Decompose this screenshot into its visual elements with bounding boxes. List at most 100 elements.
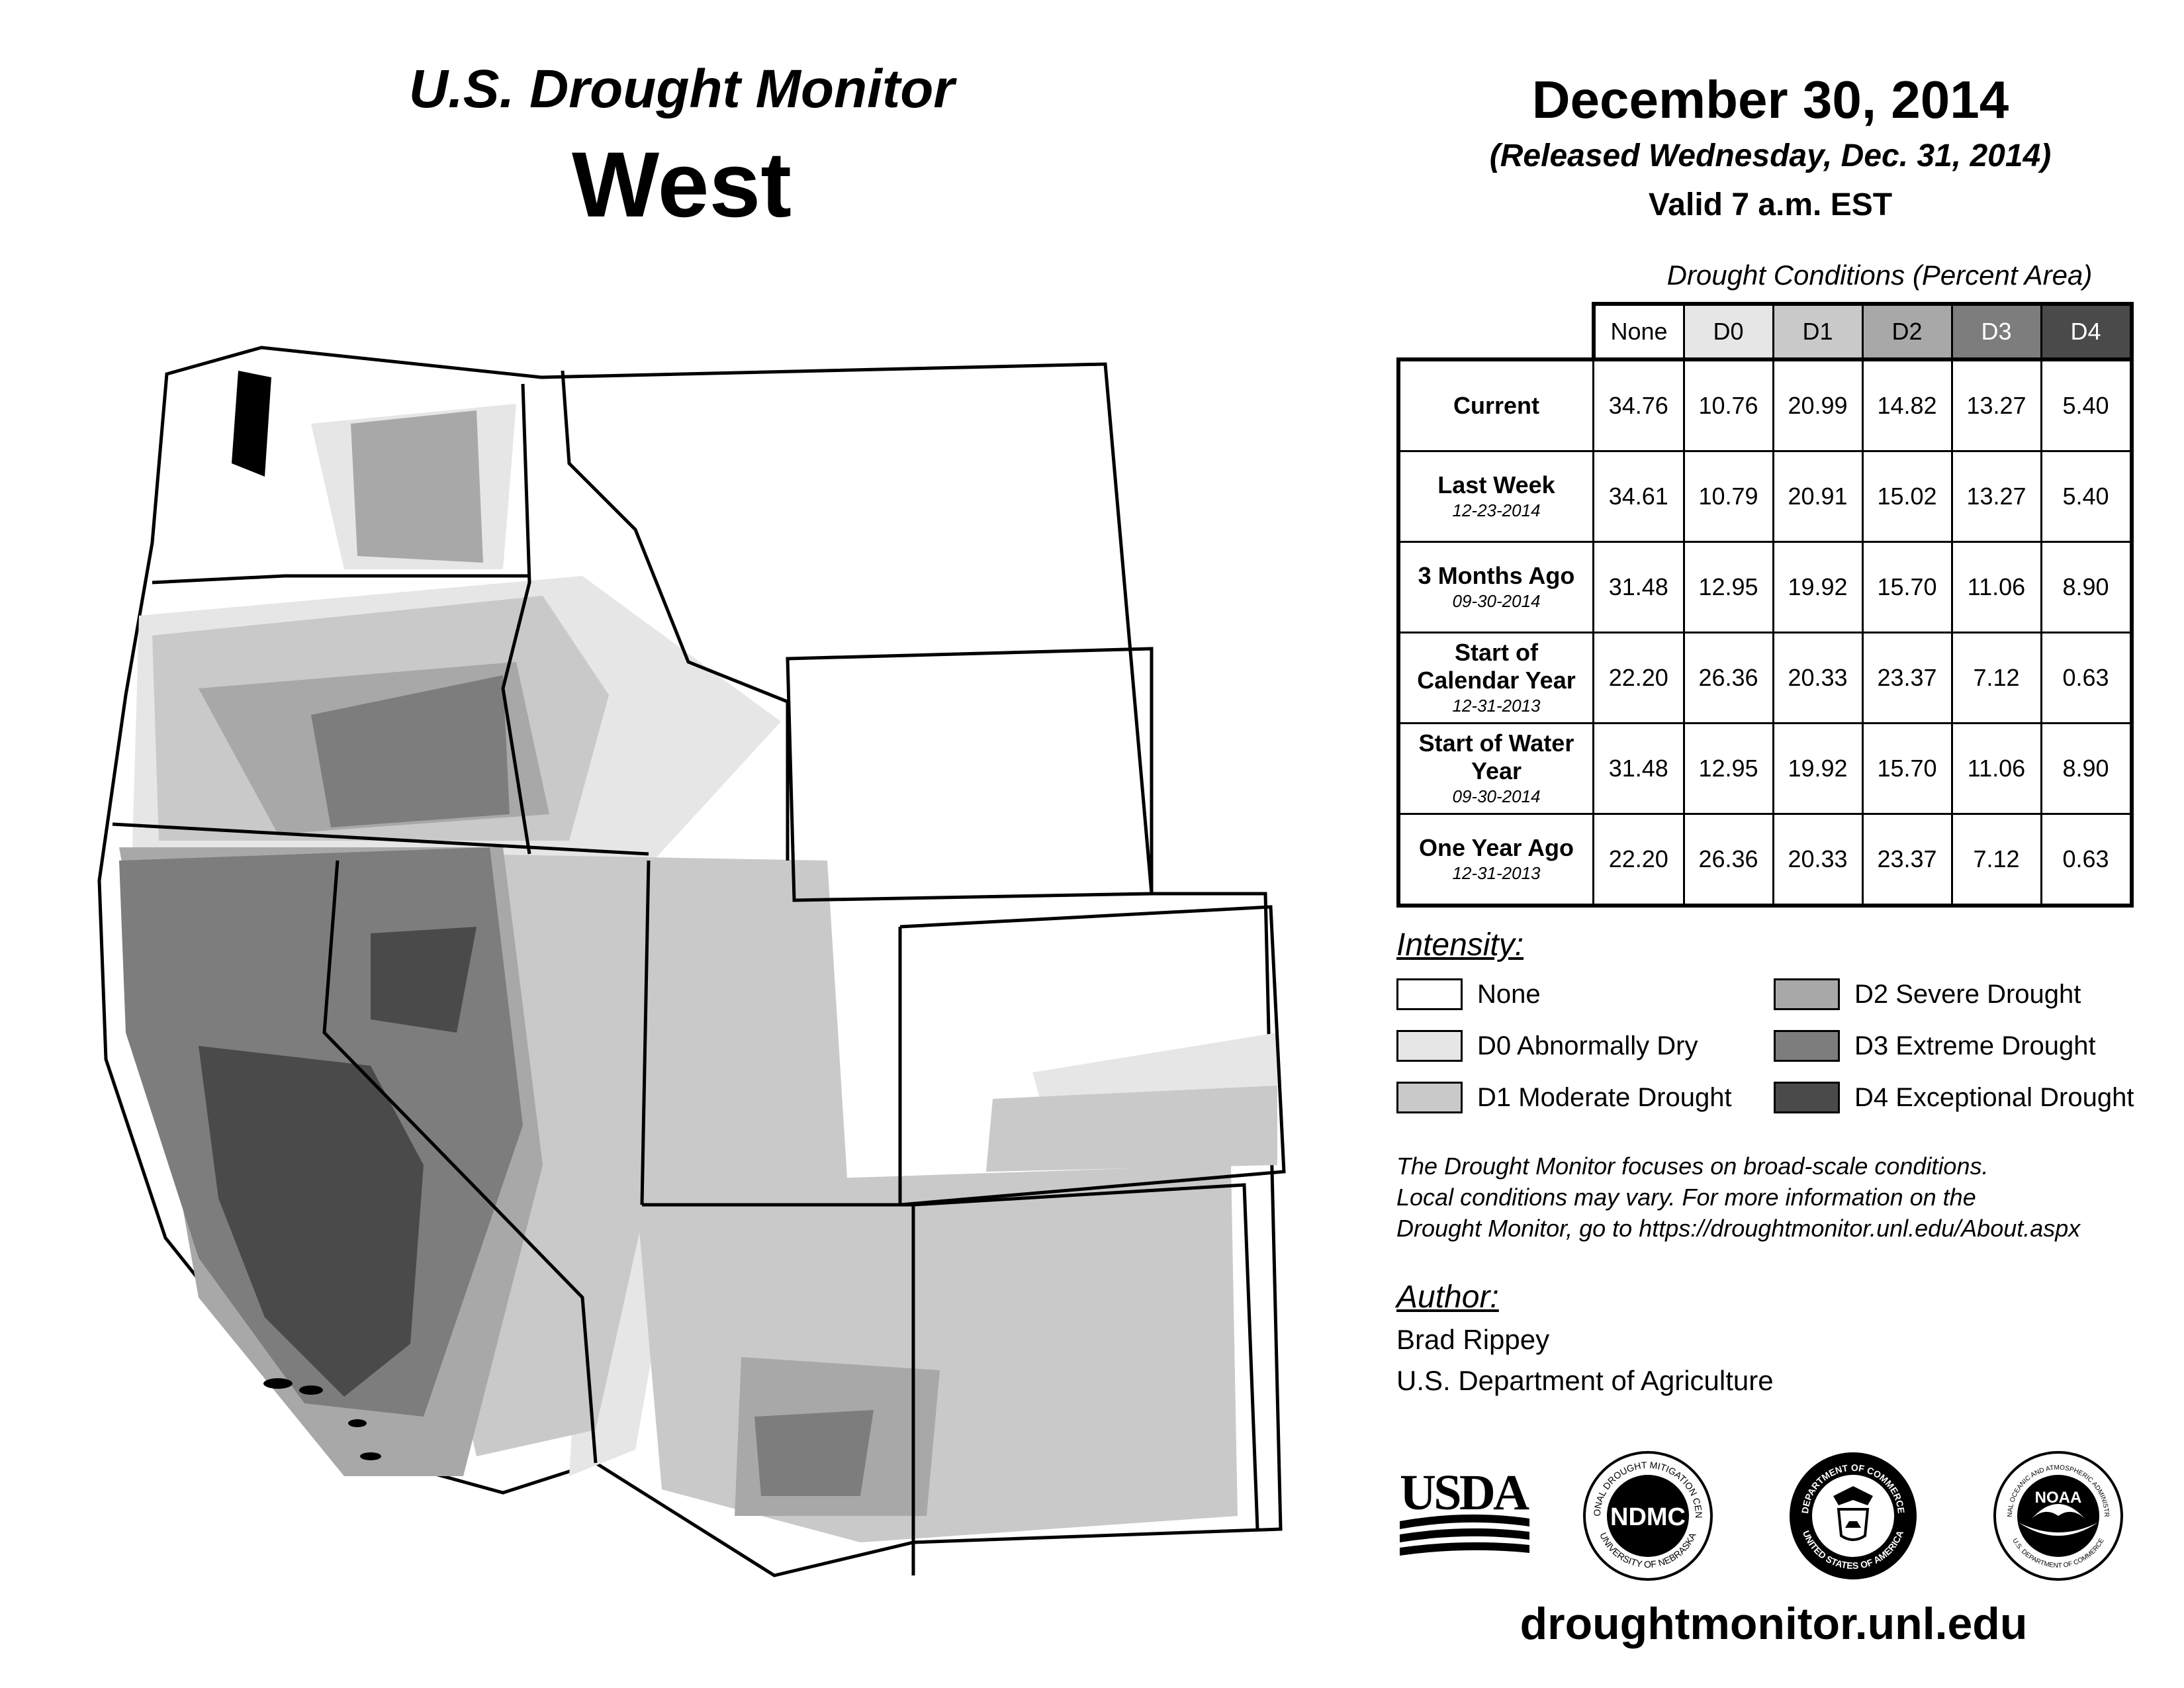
ndmc-logo-text: NDMC — [1610, 1503, 1686, 1531]
channel-island-4 — [360, 1452, 381, 1460]
usda-logo: USDA — [1400, 1465, 1529, 1556]
d1-nevada-utah — [424, 854, 847, 1456]
note-line: Drought Monitor, go to https://droughtmo… — [1396, 1215, 2081, 1242]
usda-logo-text: USDA — [1400, 1465, 1529, 1521]
cell-d2: 15.70 — [1861, 541, 1953, 633]
legend-swatch — [1774, 978, 1840, 1010]
legend-label: None — [1477, 979, 1541, 1009]
cell-d3: 7.12 — [1950, 813, 2042, 908]
eagle-icon — [1833, 1486, 1873, 1505]
cell-d2: 15.70 — [1861, 722, 1953, 815]
note-line: The Drought Monitor focuses on broad-sca… — [1396, 1152, 1989, 1180]
legend-swatch — [1774, 1030, 1840, 1062]
cell-none: 34.61 — [1592, 450, 1685, 543]
channel-island-1 — [263, 1378, 293, 1389]
cell-d4: 8.90 — [2040, 541, 2134, 633]
cell-d0: 26.36 — [1682, 813, 1774, 908]
border-wy — [786, 647, 1154, 902]
usda-stripe-3 — [1400, 1542, 1529, 1556]
col-d1: D1 — [1772, 302, 1864, 361]
cell-d3: 13.27 — [1950, 357, 2042, 452]
valid-time: Valid 7 a.m. EST — [1648, 187, 1893, 222]
legend-item-d1: D1 Moderate Drought — [1396, 1082, 1732, 1113]
row-label: Last Week 12-23-2014 — [1396, 450, 1594, 543]
cell-d3: 11.06 — [1950, 541, 2042, 633]
cell-d4: 5.40 — [2040, 357, 2134, 452]
cell-d2: 23.37 — [1861, 813, 1953, 908]
cell-none: 22.20 — [1592, 813, 1685, 908]
border-id-east — [561, 370, 790, 861]
cell-d2: 14.82 — [1861, 357, 1953, 452]
legend-swatch — [1396, 1082, 1463, 1113]
cell-d2: 23.37 — [1861, 632, 1953, 724]
row-label: 3 Months Ago 09-30-2014 — [1396, 541, 1594, 633]
border-nv-ut — [640, 860, 651, 1205]
legend-item-d3: D3 Extreme Drought — [1774, 1030, 2096, 1062]
legend-swatch — [1396, 978, 1463, 1010]
state-borders — [112, 370, 1286, 1575]
table-row: Start of Water Year 09-30-2014 31.48 12.9… — [1396, 722, 2134, 815]
noaa-bird-icon — [2032, 1504, 2085, 1519]
cell-d2: 15.02 — [1861, 450, 1953, 543]
cell-d1: 20.33 — [1772, 632, 1864, 724]
row-label: Start of Water Year 09-30-2014 — [1396, 722, 1594, 815]
border-id-west — [501, 383, 531, 855]
table-row: Last Week 12-23-2014 34.61 10.79 20.91 15… — [1396, 450, 2134, 543]
cell-d1: 19.92 — [1772, 722, 1864, 815]
table-corner — [1398, 304, 1594, 361]
cell-d1: 20.33 — [1772, 813, 1864, 908]
legend-item-none: None — [1396, 978, 1541, 1010]
cell-d0: 10.76 — [1682, 357, 1774, 452]
d2-washington — [351, 410, 483, 563]
legend-swatch — [1774, 1082, 1840, 1113]
legend-heading: Intensity: — [1396, 927, 1524, 962]
table-caption: Drought Conditions (Percent Area) — [1666, 259, 2093, 291]
legend-swatch — [1396, 1030, 1463, 1062]
cell-none: 31.48 — [1592, 722, 1685, 815]
noaa-logo: NATIONAL OCEANIC AND ATMOSPHERIC ADMINIS… — [1992, 1450, 2123, 1581]
cell-d0: 10.79 — [1682, 450, 1774, 543]
channel-island-3 — [348, 1419, 367, 1427]
legend-item-d4: D4 Exceptional Drought — [1774, 1082, 2134, 1113]
d1-southwest — [635, 1165, 1238, 1542]
cell-d1: 20.99 — [1772, 357, 1864, 452]
d3-arizona — [754, 1410, 874, 1496]
cell-d1: 20.91 — [1772, 450, 1864, 543]
footer-url[interactable]: droughtmonitor.unl.edu — [1520, 1599, 2028, 1649]
shield-icon — [1837, 1508, 1870, 1541]
col-d3: D3 — [1950, 302, 2042, 361]
row-label: One Year Ago 12-31-2013 — [1396, 813, 1594, 908]
noaa-logo-text: NOAA — [2035, 1489, 2082, 1507]
cell-d4: 0.63 — [2040, 632, 2134, 724]
table-header-row: None D0 D1 D2 D3 D4 — [1398, 302, 2134, 361]
map-title: U.S. Drought Monitor — [408, 59, 955, 119]
cell-d3: 7.12 — [1950, 632, 2042, 724]
border-or-ca-nv — [112, 822, 649, 856]
d4-areas — [199, 927, 477, 1397]
legend-item-d0: D0 Abnormally Dry — [1396, 1030, 1698, 1062]
drought-stats-table: None D0 D1 D2 D3 D4 Current 34.76 10.76 … — [1396, 302, 2134, 908]
usda-stripe-1 — [1400, 1514, 1529, 1529]
cell-d3: 13.27 — [1950, 450, 2042, 543]
d3-oregon — [311, 675, 510, 827]
table-row: Start of Calendar Year 12-31-2013 22.20 2… — [1396, 632, 2134, 724]
border-ca-nv — [322, 860, 598, 1464]
row-label: Start of Calendar Year 12-31-2013 — [1396, 632, 1594, 724]
noaa-wave-icon — [2019, 1523, 2098, 1536]
cell-none: 22.20 — [1592, 632, 1685, 724]
legend-label: D1 Moderate Drought — [1477, 1082, 1732, 1112]
border-wa-or — [152, 574, 529, 585]
col-d0: D0 — [1682, 302, 1774, 361]
commerce-seal: DEPARTMENT OF COMMERCE UNITED STATES OF … — [1790, 1452, 1917, 1579]
author-heading: Author: — [1396, 1280, 1499, 1315]
legend-item-d2: D2 Severe Drought — [1774, 978, 2081, 1010]
cell-d0: 12.95 — [1682, 541, 1774, 633]
coastal-islands — [232, 371, 381, 1460]
usda-stripe-2 — [1400, 1528, 1529, 1542]
cell-d4: 0.63 — [2040, 813, 2134, 908]
ndmc-logo: NATIONAL DROUGHT MITIGATION CENTER UNIVE… — [1582, 1450, 1713, 1581]
table-row: 3 Months Ago 09-30-2014 31.48 12.95 19.92… — [1396, 541, 2134, 633]
cell-d0: 12.95 — [1682, 722, 1774, 815]
legend-label: D2 Severe Drought — [1854, 979, 2081, 1009]
author-org: U.S. Department of Agriculture — [1396, 1365, 1774, 1396]
